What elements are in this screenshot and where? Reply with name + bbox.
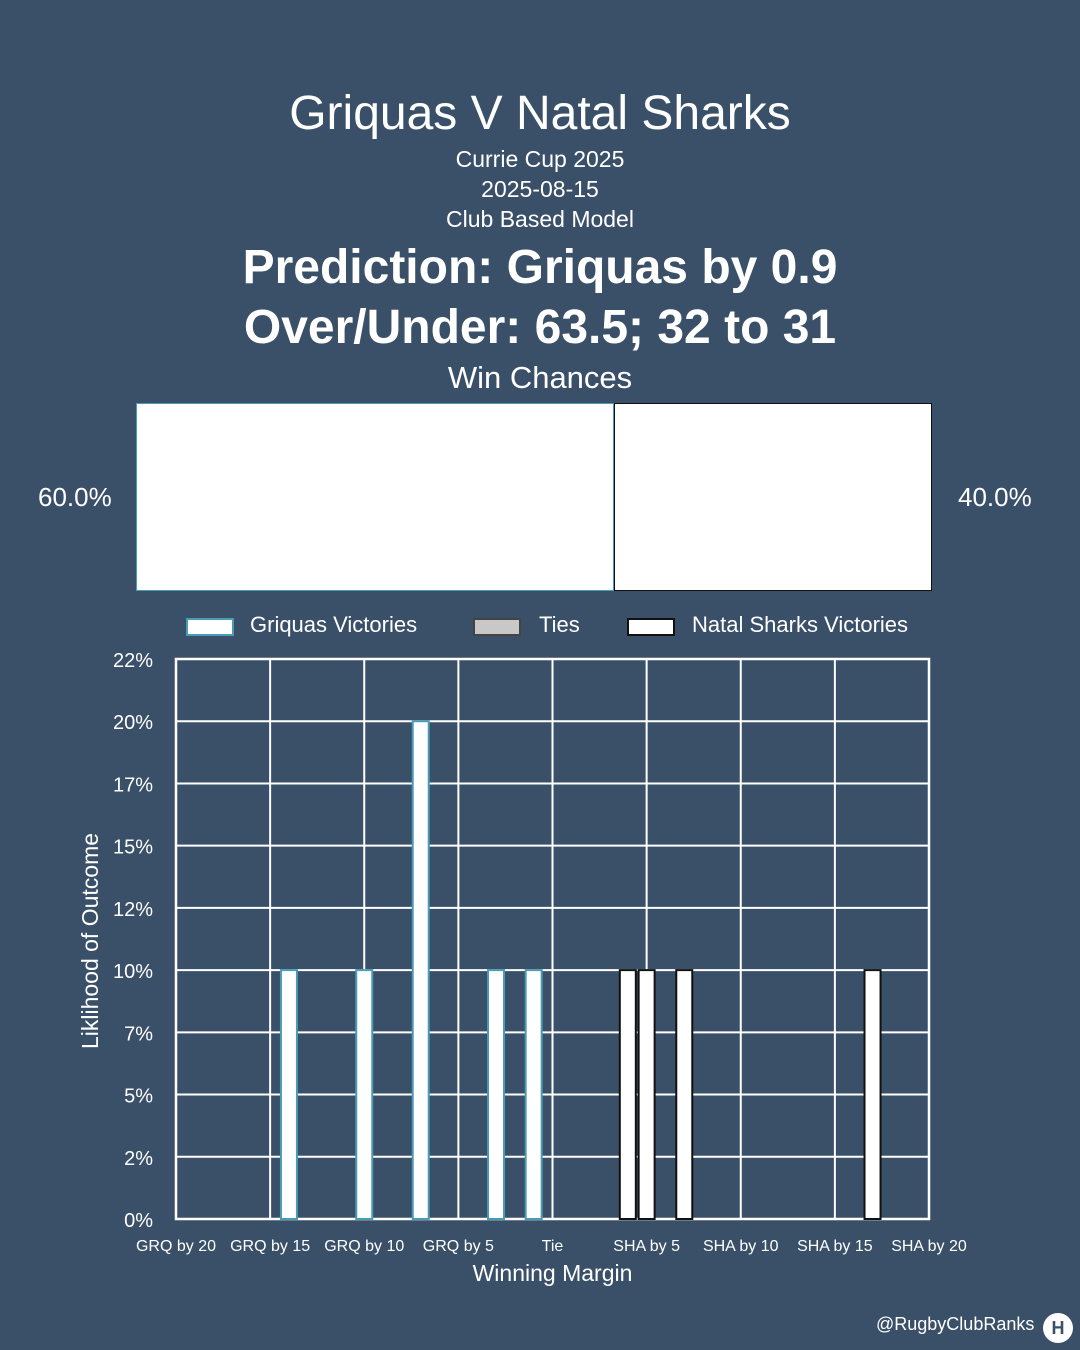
- away-win-pct: 40.0%: [958, 482, 1032, 512]
- x-tick-label: SHA by 20: [891, 1238, 967, 1255]
- x-axis-label: Winning Margin: [473, 1260, 633, 1286]
- x-tick-label: GRQ by 10: [324, 1238, 404, 1255]
- x-tick-label: GRQ by 20: [136, 1238, 216, 1255]
- y-tick-label: 2%: [124, 1148, 153, 1170]
- win-chances-away-segment: [614, 403, 932, 591]
- win-chances-title: Win Chances: [447, 360, 633, 395]
- competition-label: Currie Cup 2025: [455, 146, 625, 172]
- x-tick-label: SHA by 5: [613, 1238, 680, 1255]
- win-chances-bar: [136, 403, 932, 591]
- y-tick-label: 12%: [113, 899, 153, 921]
- bar-natal-sharks-victories: [675, 969, 694, 1220]
- win-chances-home-segment: [136, 403, 614, 591]
- bar-griquas-victories: [355, 969, 374, 1220]
- bar-natal-sharks-victories: [863, 969, 882, 1220]
- x-tick-label: GRQ by 15: [230, 1238, 310, 1255]
- y-tick-label: 15%: [113, 837, 153, 859]
- y-tick-label: 22%: [113, 650, 153, 672]
- x-tick-label: Tie: [542, 1238, 564, 1255]
- bar-natal-sharks-victories: [618, 969, 637, 1220]
- x-tick-label: GRQ by 5: [423, 1238, 494, 1255]
- chart-title: Griquas V Natal Sharks: [289, 87, 791, 140]
- legend-swatch-ties: [473, 618, 521, 636]
- y-tick-label: 5%: [124, 1086, 153, 1108]
- y-tick-label: 10%: [113, 961, 153, 983]
- model-label: Club Based Model: [446, 206, 634, 232]
- y-tick-label: 0%: [124, 1210, 153, 1232]
- over-under-text: Over/Under: 63.5; 32 to 31: [243, 301, 837, 354]
- bar-griquas-victories: [279, 969, 298, 1220]
- y-axis-label: Liklihood of Outcome: [77, 833, 103, 1049]
- footer-handle: @RugbyClubRanks: [876, 1314, 1035, 1334]
- rugby-posts-icon: H: [1043, 1313, 1073, 1343]
- match-date: 2025-08-15: [481, 176, 599, 202]
- legend-label-ties: Ties: [539, 612, 580, 637]
- margin-chart: 0% 2% 5% 7% 10% 12% 15% 17% 20% 22% GRQ by 20 GRQ b…: [77, 650, 967, 1286]
- bar-griquas-victories: [487, 969, 506, 1220]
- legend-label-sharks: Natal Sharks Victories: [692, 612, 909, 637]
- y-tick-label: 7%: [124, 1023, 153, 1045]
- plot-frame: [174, 657, 931, 1221]
- legend-label-griquas: Griquas Victories: [250, 612, 418, 637]
- x-tick-label: SHA by 15: [797, 1238, 873, 1255]
- bar-natal-sharks-victories: [637, 969, 656, 1220]
- x-tick-label: SHA by 10: [703, 1238, 779, 1255]
- home-win-pct: 60.0%: [38, 482, 112, 512]
- bar-griquas-victories: [524, 969, 543, 1220]
- prediction-text: Prediction: Griquas by 0.9: [242, 241, 838, 294]
- legend-swatch-griquas: [186, 618, 234, 636]
- bar-griquas-victories: [411, 720, 430, 1220]
- y-tick-label: 20%: [113, 712, 153, 734]
- y-tick-label: 17%: [113, 774, 153, 796]
- legend-swatch-sharks: [627, 618, 675, 636]
